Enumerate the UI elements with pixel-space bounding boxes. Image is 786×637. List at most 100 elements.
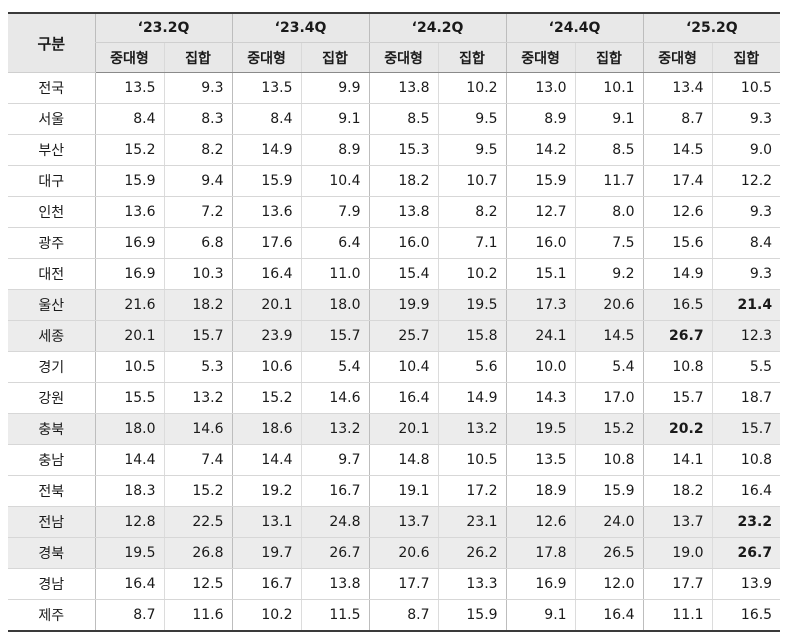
medium-large-value-cell: 19.5 xyxy=(505,413,576,445)
aggregate-value-cell: 10.8 xyxy=(711,444,781,476)
sub-header-medium-large: 중대형 xyxy=(94,42,164,73)
region-cell: 경기 xyxy=(8,351,95,383)
aggregate-value-cell: 15.2 xyxy=(163,475,233,507)
medium-large-value-cell: 17.8 xyxy=(505,537,576,569)
medium-large-value-cell: 8.4 xyxy=(94,103,164,135)
medium-large-value-cell: 15.4 xyxy=(368,258,439,290)
aggregate-value-cell: 5.4 xyxy=(574,351,644,383)
corner-header: 구분 xyxy=(8,13,95,73)
medium-large-value-cell: 16.0 xyxy=(368,227,439,259)
table-row: 대전 16.9 10.3 16.4 11.0 15.4 10.2 15.1 9.2 14.9 9.3 xyxy=(8,258,781,290)
aggregate-value-cell: 12.3 xyxy=(711,320,781,352)
aggregate-value-cell: 22.5 xyxy=(163,506,233,538)
medium-large-value-cell: 14.2 xyxy=(505,134,576,166)
aggregate-value-cell: 16.5 xyxy=(711,599,781,631)
aggregate-value-cell: 17.2 xyxy=(437,475,507,507)
medium-large-value-cell: 13.5 xyxy=(505,444,576,476)
table-row: 울산 21.6 18.2 20.1 18.0 19.9 19.5 17.3 20.6 16.5 21… xyxy=(8,289,781,321)
aggregate-value-cell: 13.2 xyxy=(163,382,233,414)
medium-large-value-cell: 11.1 xyxy=(642,599,713,631)
medium-large-value-cell: 19.1 xyxy=(368,475,439,507)
aggregate-value-cell: 16.7 xyxy=(300,475,370,507)
medium-large-value-cell: 16.9 xyxy=(94,258,164,290)
sub-header-medium-large: 중대형 xyxy=(505,42,576,73)
medium-large-value-cell: 14.5 xyxy=(642,134,713,166)
aggregate-value-cell: 26.8 xyxy=(163,537,233,569)
aggregate-value-cell: 19.5 xyxy=(437,289,507,321)
medium-large-value-cell: 13.7 xyxy=(642,506,713,538)
medium-large-value-cell: 16.5 xyxy=(642,289,713,321)
table-row: 대구 15.9 9.4 15.9 10.4 18.2 10.7 15.9 11.7 17.4 12.… xyxy=(8,165,781,197)
aggregate-value-cell: 13.8 xyxy=(300,568,370,600)
medium-large-value-cell: 16.9 xyxy=(94,227,164,259)
medium-large-value-cell: 25.7 xyxy=(368,320,439,352)
region-cell: 대전 xyxy=(8,258,95,290)
aggregate-value-cell: 10.7 xyxy=(437,165,507,197)
aggregate-value-cell: 18.2 xyxy=(163,289,233,321)
aggregate-value-cell: 9.0 xyxy=(711,134,781,166)
sub-header-medium-large: 중대형 xyxy=(642,42,713,73)
medium-large-value-cell: 20.2 xyxy=(642,413,713,445)
medium-large-value-cell: 20.1 xyxy=(231,289,302,321)
region-cell: 전국 xyxy=(8,72,95,104)
aggregate-value-cell: 7.9 xyxy=(300,196,370,228)
aggregate-value-cell: 14.6 xyxy=(163,413,233,445)
aggregate-value-cell: 5.4 xyxy=(300,351,370,383)
aggregate-value-cell: 5.6 xyxy=(437,351,507,383)
medium-large-value-cell: 16.4 xyxy=(231,258,302,290)
aggregate-value-cell: 8.2 xyxy=(437,196,507,228)
region-cell: 서울 xyxy=(8,103,95,135)
medium-large-value-cell: 13.6 xyxy=(231,196,302,228)
medium-large-value-cell: 12.6 xyxy=(505,506,576,538)
medium-large-value-cell: 8.4 xyxy=(231,103,302,135)
aggregate-value-cell: 9.3 xyxy=(711,196,781,228)
medium-large-value-cell: 16.0 xyxy=(505,227,576,259)
aggregate-value-cell: 10.1 xyxy=(574,72,644,104)
medium-large-value-cell: 16.7 xyxy=(231,568,302,600)
medium-large-value-cell: 19.7 xyxy=(231,537,302,569)
medium-large-value-cell: 15.9 xyxy=(505,165,576,197)
medium-large-value-cell: 19.5 xyxy=(94,537,164,569)
aggregate-value-cell: 13.2 xyxy=(437,413,507,445)
medium-large-value-cell: 10.6 xyxy=(231,351,302,383)
aggregate-value-cell: 24.8 xyxy=(300,506,370,538)
aggregate-value-cell: 21.4 xyxy=(711,289,781,321)
medium-large-value-cell: 13.1 xyxy=(231,506,302,538)
medium-large-value-cell: 17.6 xyxy=(231,227,302,259)
table-row: 경기 10.5 5.3 10.6 5.4 10.4 5.6 10.0 5.4 10.8 5.5 xyxy=(8,351,781,383)
aggregate-value-cell: 10.5 xyxy=(437,444,507,476)
aggregate-value-cell: 10.2 xyxy=(437,258,507,290)
aggregate-value-cell: 26.7 xyxy=(300,537,370,569)
aggregate-value-cell: 7.4 xyxy=(163,444,233,476)
aggregate-value-cell: 13.9 xyxy=(711,568,781,600)
table-row: 충남 14.4 7.4 14.4 9.7 14.8 10.5 13.5 10.8 14.1 10.8 xyxy=(8,444,781,476)
table-row: 인천 13.6 7.2 13.6 7.9 13.8 8.2 12.7 8.0 12.6 9.3 xyxy=(8,196,781,228)
region-cell: 경북 xyxy=(8,537,95,569)
aggregate-value-cell: 10.4 xyxy=(300,165,370,197)
medium-large-value-cell: 18.2 xyxy=(368,165,439,197)
medium-large-value-cell: 15.6 xyxy=(642,227,713,259)
aggregate-value-cell: 9.9 xyxy=(300,72,370,104)
quarter-header: ‘23.4Q xyxy=(231,13,370,43)
aggregate-value-cell: 12.2 xyxy=(711,165,781,197)
medium-large-value-cell: 9.1 xyxy=(505,599,576,631)
aggregate-value-cell: 13.3 xyxy=(437,568,507,600)
region-cell: 전남 xyxy=(8,506,95,538)
sub-header-aggregate: 집합 xyxy=(711,42,781,73)
aggregate-value-cell: 5.5 xyxy=(711,351,781,383)
medium-large-value-cell: 13.8 xyxy=(368,196,439,228)
medium-large-value-cell: 15.1 xyxy=(505,258,576,290)
medium-large-value-cell: 10.8 xyxy=(642,351,713,383)
vacancy-rate-table: 구분 ‘23.2Q ‘23.4Q ‘24.2Q ‘24.4Q ‘25.2Q 중대… xyxy=(8,12,781,632)
aggregate-value-cell: 23.2 xyxy=(711,506,781,538)
aggregate-value-cell: 9.1 xyxy=(300,103,370,135)
medium-large-value-cell: 19.2 xyxy=(231,475,302,507)
table-row: 전남 12.8 22.5 13.1 24.8 13.7 23.1 12.6 24.0 13.7 23… xyxy=(8,506,781,538)
medium-large-value-cell: 15.2 xyxy=(94,134,164,166)
medium-large-value-cell: 10.2 xyxy=(231,599,302,631)
medium-large-value-cell: 16.9 xyxy=(505,568,576,600)
medium-large-value-cell: 10.5 xyxy=(94,351,164,383)
medium-large-value-cell: 17.4 xyxy=(642,165,713,197)
aggregate-value-cell: 14.9 xyxy=(437,382,507,414)
medium-large-value-cell: 8.5 xyxy=(368,103,439,135)
